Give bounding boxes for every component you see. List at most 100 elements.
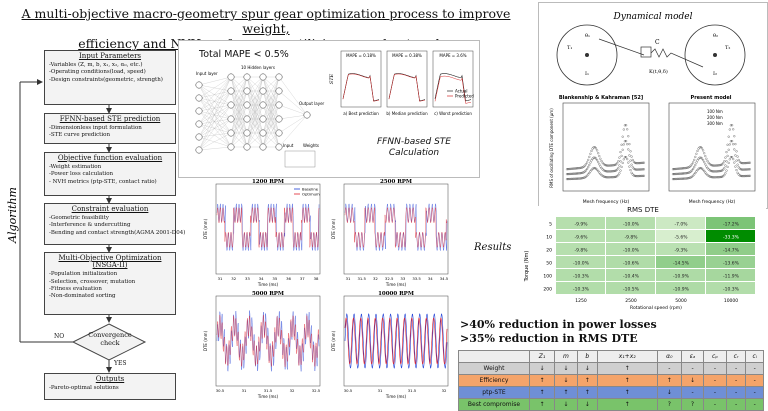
rms-point xyxy=(671,178,675,181)
time-plot-title: 2500 RPM xyxy=(380,179,412,185)
time-tick: 33 xyxy=(400,276,405,281)
nn-edge xyxy=(262,76,280,134)
nn-edge xyxy=(198,123,232,148)
rms-point xyxy=(632,167,635,170)
rms-point xyxy=(746,174,749,177)
rms-point xyxy=(614,163,618,166)
dynamic-model-figure: Dynamical model C K(t,θ,δ) T₁ T₂ θ₁ θ₂ I… xyxy=(549,12,756,205)
ffnn-panel: Total MAPE < 0.5% Input layer 10 Hidden … xyxy=(178,40,480,178)
rms-point xyxy=(599,157,602,160)
rms-point xyxy=(570,177,573,180)
legend-entry: Predicted xyxy=(455,94,474,99)
time-xlabel: Time (ms) xyxy=(385,394,407,399)
rms-point xyxy=(737,158,740,162)
table-cell: ↓ xyxy=(576,398,598,411)
nn-edge xyxy=(278,76,308,116)
rms-point xyxy=(678,177,681,180)
heatmap-value: -10.6% xyxy=(623,261,640,267)
nn-edge xyxy=(198,118,232,138)
nn-edge xyxy=(198,110,232,120)
rms-point xyxy=(695,161,698,164)
rms-point xyxy=(694,171,697,175)
time-tick: 34.5 xyxy=(440,276,449,281)
nn-edge xyxy=(198,97,232,148)
box-line: -Variables (Z, m, b, x₁, x₂, α₀, etc.) xyxy=(49,62,143,69)
rms-point xyxy=(678,167,681,170)
rms-point xyxy=(627,135,630,138)
nn-edge xyxy=(198,76,232,86)
rms-point xyxy=(674,172,677,176)
rms-point xyxy=(676,167,679,170)
heatmap-row-label: 10 xyxy=(546,235,552,241)
heatmap-cell xyxy=(656,256,705,268)
rms-point xyxy=(629,159,632,162)
nn-node xyxy=(303,111,311,119)
box-line: -Selection, crossover, mutation xyxy=(49,278,136,285)
nn-edge xyxy=(198,90,232,112)
table-cell: ↓ xyxy=(656,386,683,399)
heatmap-row-label: 100 xyxy=(543,274,552,280)
rms-point xyxy=(581,171,584,174)
rms-point xyxy=(631,166,634,169)
legend-200: 200 Nm xyxy=(707,115,723,120)
hidden-layers-label: 10 Hidden layers xyxy=(241,65,275,70)
rms-point xyxy=(593,146,596,149)
rms-point xyxy=(671,173,675,176)
heatmap-col-label: 10000 xyxy=(724,298,738,304)
rms-point xyxy=(579,172,582,175)
rms-point xyxy=(704,163,707,166)
rms-point xyxy=(719,163,722,166)
rms-point xyxy=(716,164,719,167)
ste-plot-mape: MAPE = 0.38% xyxy=(392,53,422,58)
heatmap-cell xyxy=(656,217,705,229)
rms-point xyxy=(702,149,705,152)
rms-point xyxy=(739,168,743,171)
legend-entry: Optimum xyxy=(302,192,320,197)
rms-point xyxy=(577,172,580,175)
nn-node xyxy=(195,81,203,89)
rms-point xyxy=(641,168,644,171)
table-cell: ? xyxy=(656,398,683,411)
rms-point xyxy=(626,158,629,161)
table-cell: ↑ xyxy=(596,374,658,387)
rms-point xyxy=(715,170,718,173)
box-title: Multi-Objective Optimization (NSGA-II) xyxy=(58,254,162,270)
rms-point xyxy=(729,140,732,143)
time-tick: 31.5 xyxy=(408,388,417,393)
time-plot-frame xyxy=(215,183,321,275)
rms-point xyxy=(570,172,573,175)
heatmap-row-label: 20 xyxy=(546,248,552,254)
rms-point xyxy=(677,172,680,175)
rms-point xyxy=(713,176,716,179)
rms-point xyxy=(571,167,574,170)
legend-entry: Actual xyxy=(455,89,468,94)
nn-edge xyxy=(246,76,264,148)
table-cell: - xyxy=(725,386,747,399)
rms-point xyxy=(627,161,630,164)
rms-point xyxy=(618,164,621,167)
rms-point xyxy=(709,175,712,178)
rms-point xyxy=(633,174,637,177)
nn-edge xyxy=(278,114,308,120)
rms-point xyxy=(588,163,591,167)
rms-point xyxy=(635,162,638,165)
nn-edge xyxy=(198,104,232,138)
rms-point xyxy=(673,168,676,171)
rms-point xyxy=(596,149,599,152)
heatmap-value: -14.7% xyxy=(723,248,740,254)
rms-point xyxy=(743,175,746,178)
rms-point xyxy=(685,177,688,180)
caption-line: FFNN-based STE xyxy=(377,137,451,147)
rms-point xyxy=(716,170,719,173)
rms-point xyxy=(733,135,736,138)
rms-point xyxy=(587,158,590,161)
rms-point xyxy=(727,161,730,164)
rms-point xyxy=(619,151,622,154)
rms-point xyxy=(680,167,683,170)
rms-point xyxy=(600,160,603,163)
rms-point xyxy=(694,155,697,158)
rms-point xyxy=(697,147,700,150)
heatmap-xlabel: Rotational speed (rpm) xyxy=(630,305,682,311)
rms-point xyxy=(600,167,603,170)
damper-icon xyxy=(640,46,652,58)
